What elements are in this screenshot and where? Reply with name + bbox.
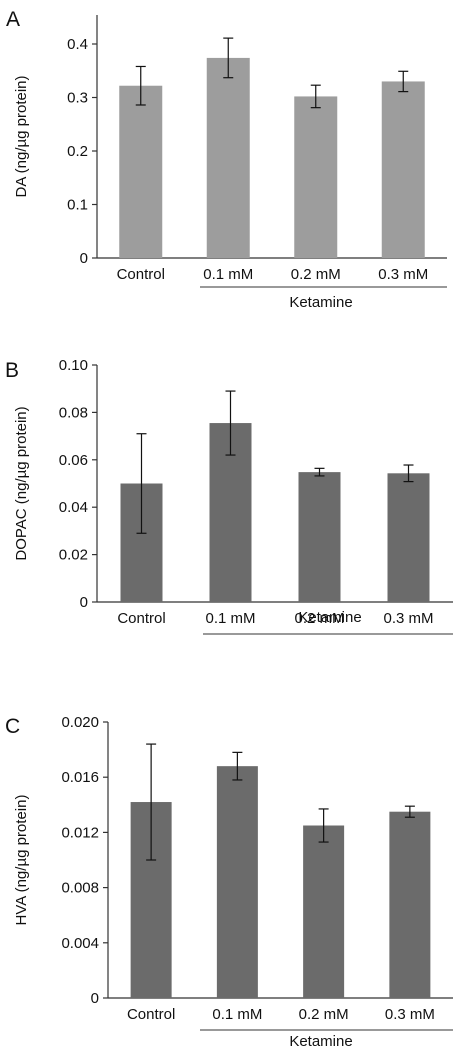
bar bbox=[381, 81, 425, 258]
category-label: 0.1 mM bbox=[212, 1006, 262, 1023]
y-axis-label: HVA (ng/µg protein) bbox=[13, 795, 30, 926]
chart-panel-c: C 0 0.004 0.008 0.012 0.016 0.020 HVA (ng/µg pr… bbox=[5, 714, 453, 1050]
group-label: Ketamine bbox=[289, 1033, 352, 1050]
category-label: 0.2 mM bbox=[291, 266, 341, 283]
y-tick-label: 0 bbox=[91, 990, 99, 1007]
category-label: 0.3 mM bbox=[378, 266, 428, 283]
y-tick-label: 0.10 bbox=[59, 357, 88, 374]
y-axis-label: DA (ng/µg protein) bbox=[13, 75, 30, 197]
y-tick-label: 0.1 bbox=[67, 197, 88, 214]
category-label: Control bbox=[127, 1006, 175, 1023]
bar bbox=[298, 472, 341, 602]
panel-letter: B bbox=[5, 359, 19, 382]
y-tick-label: 0.4 bbox=[67, 36, 88, 53]
bar bbox=[206, 57, 250, 258]
y-tick-label: 0.016 bbox=[61, 769, 99, 786]
bar bbox=[119, 85, 163, 258]
bar bbox=[294, 96, 338, 259]
category-label: 0.2 mM bbox=[294, 610, 344, 627]
panel-letter: C bbox=[5, 715, 20, 738]
y-tick-label: 0.3 bbox=[67, 90, 88, 107]
group-label: Ketamine bbox=[289, 294, 352, 311]
y-tick-label: 0.020 bbox=[61, 714, 99, 731]
y-tick-label: 0.012 bbox=[61, 824, 99, 841]
category-label: 0.3 mM bbox=[385, 1006, 435, 1023]
group-label: Ketamine bbox=[298, 609, 361, 626]
panel-letter: A bbox=[6, 8, 20, 31]
category-label: 0.1 mM bbox=[203, 266, 253, 283]
bar bbox=[216, 766, 258, 998]
y-tick-label: 0.06 bbox=[59, 452, 88, 469]
y-tick-label: 0.2 bbox=[67, 143, 88, 160]
y-tick-label: 0.04 bbox=[59, 499, 88, 516]
bar bbox=[387, 473, 430, 602]
y-tick-label: 0.08 bbox=[59, 404, 88, 421]
y-tick-label: 0.008 bbox=[61, 880, 99, 897]
y-tick-label: 0.02 bbox=[59, 547, 88, 564]
category-label: Control bbox=[117, 266, 165, 283]
y-tick-label: 0 bbox=[80, 594, 88, 611]
chart-panel-b: B 0 0.02 0.04 0.06 0.08 0.10 DOPAC (ng/µg prote… bbox=[5, 357, 453, 635]
y-tick-label: 0 bbox=[80, 250, 88, 267]
y-axis-label: DOPAC (ng/µg protein) bbox=[13, 406, 30, 560]
category-label: 0.1 mM bbox=[205, 610, 255, 627]
category-label: Control bbox=[117, 610, 165, 627]
y-tick-label: 0.004 bbox=[61, 935, 99, 952]
category-label: 0.2 mM bbox=[299, 1006, 349, 1023]
chart-panel-a: A 0 0.1 0.2 0.3 0.4 DA (ng/µg protein) Control 0… bbox=[6, 8, 447, 311]
category-label: 0.3 mM bbox=[383, 610, 433, 627]
bar bbox=[303, 825, 345, 998]
bar bbox=[389, 811, 431, 998]
